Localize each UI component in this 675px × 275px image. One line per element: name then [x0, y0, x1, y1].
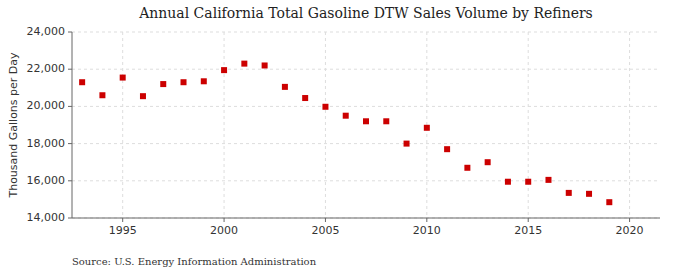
point	[302, 95, 308, 101]
x-tick	[629, 218, 630, 222]
point	[383, 118, 389, 124]
point	[343, 113, 349, 119]
y-tick	[68, 32, 72, 33]
point	[485, 159, 491, 165]
y-axis-label: Thousand Gallons per Day	[7, 52, 20, 199]
point	[160, 81, 166, 87]
y-tick	[68, 106, 72, 107]
point	[606, 199, 612, 205]
grid	[72, 32, 660, 218]
point	[282, 84, 288, 90]
point	[241, 61, 247, 67]
y-axis-line	[72, 32, 73, 218]
point	[525, 179, 531, 185]
point	[221, 67, 227, 73]
y-tick-label: 24,000	[27, 25, 66, 38]
y-grid-line	[72, 180, 660, 181]
point	[505, 179, 511, 185]
source-note: Source: U.S. Energy Information Administ…	[72, 256, 317, 267]
y-axis: 14,000 16,000 18,000 20,000 22,000 24,000	[27, 25, 73, 224]
y-tick	[68, 218, 72, 219]
x-axis: 1995 2000 2005 2010 2015 2020	[109, 218, 644, 237]
x-tick-label: 1995	[109, 224, 137, 237]
point	[404, 141, 410, 147]
title: Annual California Total Gasoline DTW Sal…	[138, 5, 593, 21]
x-grid-line	[629, 32, 630, 218]
chart: 14,000 16,000 18,000 20,000 22,000 24,000 1995…	[0, 0, 675, 275]
x-tick-label: 2000	[210, 224, 238, 237]
point	[120, 75, 126, 81]
y-tick-label: 22,000	[27, 62, 66, 75]
y-grid-line	[72, 218, 660, 219]
point	[79, 79, 85, 85]
x-grid-line	[325, 32, 326, 218]
x-grid-line	[122, 32, 123, 218]
point	[363, 118, 369, 124]
y-grid-line	[72, 106, 660, 107]
x-tick-label: 2005	[311, 224, 339, 237]
point	[586, 191, 592, 197]
point	[140, 93, 146, 99]
point	[424, 125, 430, 131]
x-grid-line	[528, 32, 529, 218]
x-tick-label: 2010	[413, 224, 441, 237]
point	[181, 79, 187, 85]
y-tick-label: 16,000	[27, 174, 66, 187]
points	[79, 61, 612, 206]
x-grid-line	[224, 32, 225, 218]
y-tick	[68, 69, 72, 70]
point	[545, 177, 551, 183]
y-grid-line	[72, 32, 660, 33]
x-tick	[528, 218, 529, 222]
y-tick	[68, 180, 72, 181]
point	[566, 190, 572, 196]
y-tick-label: 20,000	[27, 99, 66, 112]
point	[444, 146, 450, 152]
x-tick-label: 2015	[514, 224, 542, 237]
point	[201, 78, 207, 84]
x-tick	[426, 218, 427, 222]
point	[262, 62, 268, 68]
point	[464, 165, 470, 171]
x-tick	[122, 218, 123, 222]
x-axis-line	[72, 218, 660, 219]
y-tick	[68, 143, 72, 144]
point	[322, 104, 328, 110]
x-tick	[325, 218, 326, 222]
point	[99, 92, 105, 98]
y-tick-label: 18,000	[27, 137, 66, 150]
y-tick-label: 14,000	[27, 211, 66, 224]
x-tick-label: 2020	[616, 224, 644, 237]
y-grid-line	[72, 69, 660, 70]
y-grid-line	[72, 143, 660, 144]
x-tick	[224, 218, 225, 222]
